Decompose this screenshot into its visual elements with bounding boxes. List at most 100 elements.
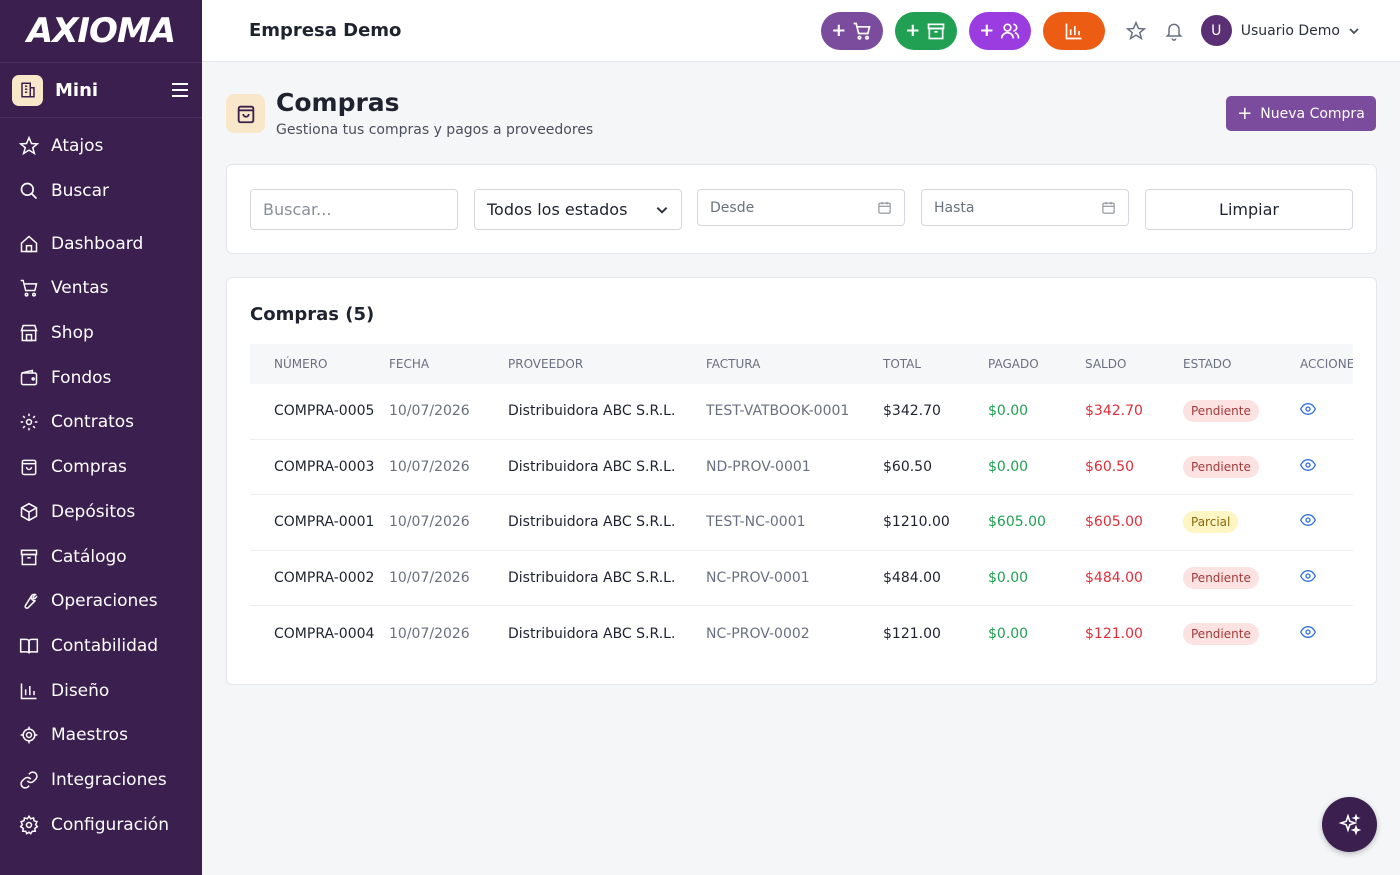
sidebar-nav: Atajos Buscar Dashboard Ventas Shop Fond… <box>0 118 202 847</box>
users-icon <box>1000 21 1020 41</box>
quick-reports-button[interactable] <box>1042 11 1105 50</box>
sidebar-item-configuracion[interactable]: Configuración <box>0 802 202 847</box>
mini-row: Mini <box>0 62 202 118</box>
favorites-star-icon[interactable] <box>1125 20 1147 42</box>
cell-total: $60.50 <box>883 459 932 476</box>
sidebar-item-label: Maestros <box>51 725 128 746</box>
sidebar-item-label: Diseño <box>51 680 110 701</box>
eye-icon[interactable] <box>1300 512 1316 528</box>
new-purchase-label: Nueva Compra <box>1260 105 1365 122</box>
sidebar-item-label: Shop <box>51 323 94 344</box>
status-badge: Pendiente <box>1183 566 1259 589</box>
cell-numero: COMPRA-0003 <box>274 459 375 476</box>
sidebar-item-catalogo[interactable]: Catálogo <box>0 534 202 579</box>
hamburger-menu-icon[interactable] <box>170 80 190 100</box>
date-from-field[interactable]: Desde <box>697 189 905 226</box>
sidebar-item-integraciones[interactable]: Integraciones <box>0 758 202 803</box>
cell-estado: Pendiente <box>1183 439 1300 494</box>
quick-add-client-button[interactable]: + <box>968 11 1031 50</box>
sidebar-item-label: Catálogo <box>51 546 127 567</box>
status-select[interactable]: Todos los estados <box>474 189 682 230</box>
column-header: FECHA <box>389 357 430 371</box>
cell-pagado: $605.00 <box>988 514 1046 531</box>
page-header: Compras Gestiona tus compras y pagos a p… <box>226 88 1376 144</box>
sidebar-item-fondos[interactable]: Fondos <box>0 355 202 400</box>
table-row[interactable]: COMPRA-0004 10/07/2026 Distribuidora ABC… <box>250 606 1353 661</box>
avatar: U <box>1200 15 1232 46</box>
shopping-bag-icon <box>226 94 265 133</box>
cell-proveedor: Distribuidora ABC S.R.L. <box>508 403 676 420</box>
date-from-placeholder: Desde <box>710 199 755 216</box>
cell-pagado: $0.00 <box>988 569 1029 586</box>
cell-saldo: $484.00 <box>1085 569 1143 586</box>
status-badge: Pendiente <box>1183 400 1259 423</box>
cell-fecha: 10/07/2026 <box>389 625 470 642</box>
table-row[interactable]: COMPRA-0001 10/07/2026 Distribuidora ABC… <box>250 495 1353 551</box>
eye-icon[interactable] <box>1300 457 1316 473</box>
bell-icon[interactable] <box>1163 20 1185 42</box>
cell-acciones <box>1300 439 1353 494</box>
cell-acciones <box>1300 606 1353 661</box>
cell-proveedor: Distribuidora ABC S.R.L. <box>508 514 676 531</box>
eye-icon[interactable] <box>1300 624 1316 640</box>
search-input[interactable]: Buscar... <box>250 189 458 230</box>
sidebar-item-operaciones[interactable]: Operaciones <box>0 579 202 624</box>
table-row[interactable]: COMPRA-0002 10/07/2026 Distribuidora ABC… <box>250 550 1353 606</box>
cell-acciones <box>1300 550 1353 605</box>
sidebar-item-depositos[interactable]: Depósitos <box>0 490 202 535</box>
table-row[interactable]: COMPRA-0003 10/07/2026 Distribuidora ABC… <box>250 439 1353 495</box>
home-icon <box>19 234 39 254</box>
sidebar-item-label: Ventas <box>51 278 109 299</box>
sidebar-item-label: Contabilidad <box>51 635 159 656</box>
sidebar-item-shop[interactable]: Shop <box>0 311 202 356</box>
eye-icon[interactable] <box>1300 568 1316 584</box>
column-header: TOTAL <box>883 357 922 371</box>
column-header: ACCIONES <box>1300 357 1353 371</box>
sidebar-item-compras[interactable]: Compras <box>0 445 202 490</box>
sidebar-item-label: Operaciones <box>51 591 158 612</box>
sidebar-item-label: Fondos <box>51 367 112 388</box>
eye-icon[interactable] <box>1300 401 1316 417</box>
status-badge: Parcial <box>1183 511 1239 534</box>
ai-assistant-button[interactable] <box>1322 797 1377 852</box>
cell-factura: ND-PROV-0001 <box>706 459 811 476</box>
cell-saldo: $60.50 <box>1085 459 1134 476</box>
cell-numero: COMPRA-0004 <box>274 625 375 642</box>
page-title: Compras <box>276 88 400 117</box>
sidebar-item-label: Configuración <box>51 814 169 835</box>
sidebar-item-diseno[interactable]: Diseño <box>0 668 202 713</box>
table-scroll-area: NÚMERO FECHA PROVEEDOR FACTURA TOTAL PAG… <box>250 344 1353 661</box>
cell-saldo: $605.00 <box>1085 514 1143 531</box>
clear-filters-button[interactable]: Limpiar <box>1145 189 1353 230</box>
bar-chart-icon <box>1064 21 1084 41</box>
table-row[interactable]: COMPRA-0005 10/07/2026 Distribuidora ABC… <box>250 384 1353 440</box>
sidebar-item-contabilidad[interactable]: Contabilidad <box>0 624 202 669</box>
cell-proveedor: Distribuidora ABC S.R.L. <box>508 625 676 642</box>
sidebar-item-label: Atajos <box>51 136 104 157</box>
sidebar-item-label: Integraciones <box>51 769 167 790</box>
sidebar-item-dashboard[interactable]: Dashboard <box>0 221 202 266</box>
sidebar-item-label: Contratos <box>51 412 135 433</box>
cell-total: $1210.00 <box>883 514 950 531</box>
sidebar-item-buscar[interactable]: Buscar <box>0 169 202 214</box>
book-icon <box>19 636 39 656</box>
cell-factura: TEST-NC-0001 <box>706 514 806 531</box>
quick-action-label: + <box>831 20 847 41</box>
sidebar-item-maestros[interactable]: Maestros <box>0 713 202 758</box>
sidebar-item-contratos[interactable]: Contratos <box>0 400 202 445</box>
quick-add-sale-button[interactable]: + <box>820 11 883 50</box>
search-placeholder: Buscar... <box>263 200 332 219</box>
search-icon <box>19 181 39 201</box>
cog-icon <box>19 725 39 745</box>
quick-add-product-button[interactable]: + <box>894 11 957 50</box>
new-purchase-button[interactable]: + Nueva Compra <box>1226 96 1376 131</box>
column-header: NÚMERO <box>274 357 328 371</box>
sidebar-item-ventas[interactable]: Ventas <box>0 266 202 311</box>
chevron-down-icon <box>1348 25 1360 37</box>
status-badge: Pendiente <box>1183 622 1259 645</box>
cell-pagado: $0.00 <box>988 625 1029 642</box>
date-to-field[interactable]: Hasta <box>921 189 1129 226</box>
sidebar-item-atajos[interactable]: Atajos <box>0 124 202 169</box>
user-menu[interactable]: U Usuario Demo <box>1200 15 1360 46</box>
sidebar-item-label: Buscar <box>51 181 110 202</box>
